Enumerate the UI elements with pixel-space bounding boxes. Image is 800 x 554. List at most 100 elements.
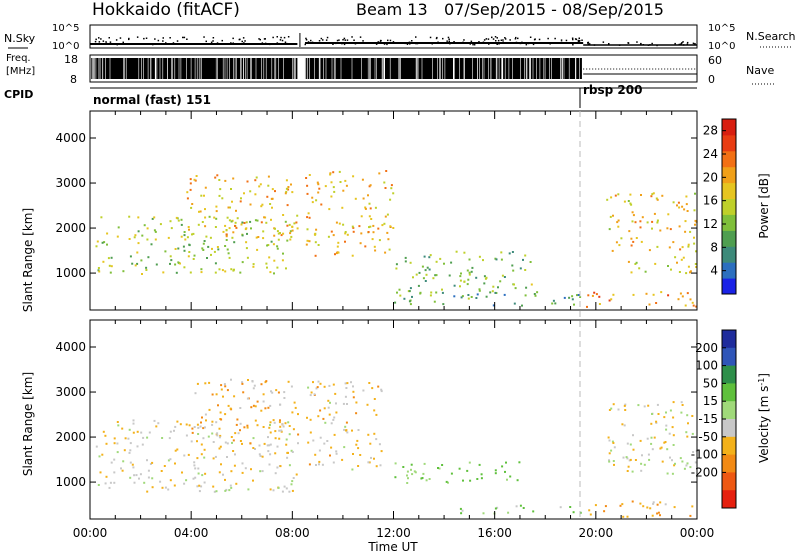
- range-cell: [151, 486, 154, 489]
- range-cell: [208, 215, 211, 218]
- range-cell: [227, 206, 230, 209]
- range-cell: [204, 382, 207, 385]
- range-cell: [428, 256, 431, 259]
- range-cell: [568, 296, 571, 299]
- range-cell: [608, 439, 611, 442]
- range-cell: [394, 462, 397, 465]
- range-cell: [483, 282, 486, 285]
- range-cell: [110, 461, 113, 464]
- range-cell: [306, 228, 309, 231]
- range-cell: [290, 483, 293, 486]
- range-cell: [232, 231, 235, 234]
- nsky-point: [554, 37, 556, 40]
- velocity-scatter: [95, 378, 698, 518]
- range-cell: [288, 490, 291, 493]
- range-cell: [275, 389, 278, 392]
- range-cell: [256, 400, 259, 403]
- range-cell: [683, 467, 686, 470]
- range-cell: [204, 186, 207, 189]
- nsky-point: [488, 43, 490, 45]
- range-cell: [694, 192, 696, 195]
- range-cell: [435, 274, 438, 277]
- x-tick-label: 04:00: [174, 526, 209, 540]
- range-cell: [462, 479, 464, 482]
- range-cell: [181, 471, 183, 474]
- range-cell: [154, 230, 157, 233]
- range-cell: [136, 430, 139, 433]
- nsky-point: [325, 39, 328, 41]
- range-cell: [137, 242, 140, 245]
- range-cell: [268, 256, 271, 259]
- range-cell: [635, 261, 638, 264]
- x-tick-label: 16:00: [477, 526, 512, 540]
- range-cell: [610, 449, 613, 452]
- nsky-point: [435, 37, 438, 40]
- range-cell: [679, 457, 682, 460]
- range-cell: [262, 230, 265, 233]
- range-cell: [608, 452, 611, 455]
- range-cell: [335, 450, 338, 453]
- range-cell: [470, 270, 473, 273]
- range-cell: [284, 192, 287, 195]
- range-cell: [147, 469, 150, 472]
- range-cell: [241, 234, 244, 237]
- range-cell: [133, 481, 136, 484]
- range-cell: [287, 421, 290, 424]
- range-cell: [218, 471, 221, 474]
- nsky-point: [232, 37, 234, 40]
- range-cell: [224, 413, 227, 416]
- range-cell: [610, 196, 613, 199]
- range-cell: [656, 198, 659, 201]
- range-cell: [276, 466, 279, 469]
- range-cell: [262, 393, 265, 396]
- nsky-trace: [90, 33, 697, 47]
- range-cell: [501, 274, 504, 277]
- range-cell: [374, 206, 377, 209]
- power-colorbar-tick-label: 8: [710, 240, 718, 254]
- nsky-point: [203, 36, 205, 38]
- nsky-point: [448, 40, 450, 42]
- range-cell: [687, 243, 690, 246]
- range-cell: [335, 252, 338, 255]
- nsky-point: [565, 39, 568, 42]
- range-cell: [105, 475, 108, 478]
- range-cell: [319, 436, 322, 439]
- range-cell: [279, 425, 282, 428]
- range-cell: [644, 270, 647, 273]
- nsky-point: [212, 40, 214, 42]
- nsky-point: [100, 38, 102, 40]
- range-cell: [185, 434, 188, 437]
- range-cell: [470, 296, 473, 298]
- range-cell: [694, 461, 697, 464]
- range-cell: [651, 220, 654, 223]
- range-cell: [269, 488, 272, 491]
- range-cell: [478, 255, 481, 258]
- range-cell: [314, 241, 317, 244]
- nsky-point: [128, 37, 130, 40]
- range-cell: [445, 480, 448, 483]
- range-cell: [439, 257, 442, 260]
- power-colorbar: 4 8 12 16 20 24 28: [703, 118, 737, 295]
- range-cell: [169, 262, 171, 265]
- range-cell: [190, 206, 193, 209]
- range-cell: [678, 225, 681, 228]
- range-cell: [291, 411, 294, 414]
- range-cell: [381, 224, 384, 227]
- range-cell: [252, 404, 255, 407]
- range-cell: [203, 448, 206, 451]
- range-cell: [243, 426, 246, 429]
- range-cell: [315, 464, 317, 466]
- range-cell: [551, 302, 554, 305]
- range-cell: [271, 206, 273, 209]
- nsky-point: [547, 37, 549, 40]
- velocity-colorbar-swatch: [722, 472, 736, 491]
- range-cell: [296, 214, 299, 217]
- range-cell: [639, 502, 642, 505]
- power-colorbar-swatch: [722, 230, 736, 247]
- range-cell: [686, 210, 689, 212]
- nsky-point: [380, 40, 382, 42]
- range-cell: [234, 221, 237, 224]
- range-cell: [135, 474, 138, 477]
- range-cell: [612, 293, 615, 296]
- range-cell: [613, 446, 616, 449]
